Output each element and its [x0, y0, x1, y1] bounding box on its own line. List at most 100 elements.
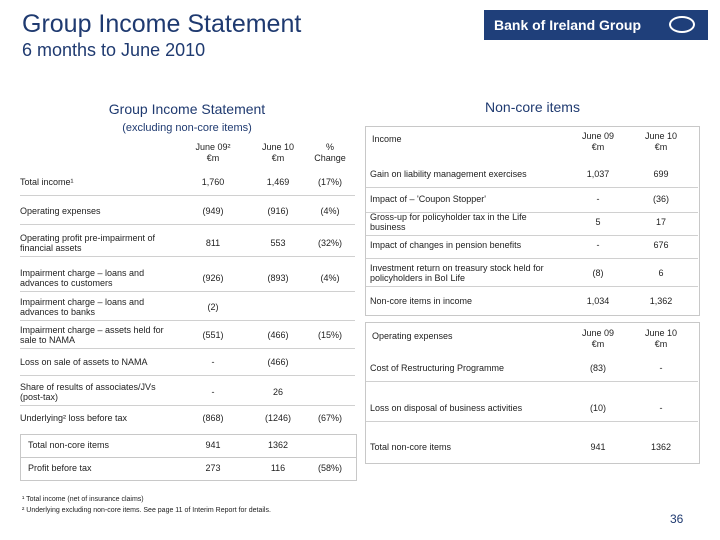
cell: 811 — [205, 238, 221, 248]
column-header: June 10 — [261, 142, 295, 152]
row-label: Loss on disposal of business activities — [370, 403, 523, 413]
row-label: Impairment charge – loans and advances t… — [20, 297, 145, 317]
logo: Bank of Ireland Group — [484, 10, 708, 40]
footnote: ¹ Total income (net of insurance claims) — [22, 496, 144, 503]
cell: 1,469 — [266, 177, 290, 187]
row-rule — [20, 195, 355, 196]
row-rule — [366, 286, 698, 287]
income-box — [365, 126, 700, 316]
row-label: Investment return on treasury stock held… — [370, 263, 544, 283]
row-label: Gain on liability management exercises — [370, 169, 527, 179]
cell: (893) — [267, 273, 289, 283]
cell: 941 — [590, 442, 606, 452]
cell: (32%) — [317, 238, 342, 248]
row-label: Total non-core items — [370, 442, 452, 452]
column-header: Change — [314, 153, 346, 163]
cell: (466) — [267, 330, 289, 340]
cell: 26 — [272, 387, 283, 397]
cell: 116 — [270, 463, 286, 473]
cell: - — [659, 403, 663, 413]
cell: (2) — [207, 302, 219, 312]
cell: (15%) — [317, 330, 342, 340]
row-box — [20, 457, 357, 481]
cell: 941 — [205, 440, 221, 450]
row-label: Impact of changes in pension benefits — [370, 240, 522, 250]
row-label: Non-core items in income — [370, 296, 473, 306]
row-label: Total income¹ — [20, 177, 74, 187]
logo-text: Bank of Ireland Group — [494, 17, 642, 33]
subtitle: 6 months to June 2010 — [22, 40, 206, 60]
cell: (58%) — [317, 463, 342, 473]
cell: (949) — [202, 206, 224, 216]
cell: (10) — [589, 403, 606, 413]
row-label: Underlying² loss before tax — [20, 413, 128, 423]
column-header: June 10 — [644, 131, 678, 141]
row-rule — [20, 405, 355, 406]
row-rule — [20, 291, 355, 292]
row-rule — [20, 256, 355, 257]
row-label: Impairment charge – loans and advances t… — [20, 268, 145, 288]
title: Group Income Statement — [22, 10, 302, 38]
cell: 273 — [205, 463, 221, 473]
cell: - — [659, 363, 663, 373]
column-header: €m — [591, 339, 605, 349]
cell: 17 — [655, 217, 666, 227]
right-title: Non-core items — [485, 99, 580, 115]
cell: (1246) — [264, 413, 291, 423]
footnote: ² Underlying excluding non-core items. S… — [22, 507, 271, 514]
cell: 1,362 — [649, 296, 673, 306]
cell: (466) — [267, 357, 289, 367]
cell: - — [596, 194, 600, 204]
column-header: €m — [271, 153, 285, 163]
cell: (551) — [202, 330, 224, 340]
cell: 1362 — [650, 442, 672, 452]
row-rule — [366, 187, 698, 188]
cell: 553 — [270, 238, 286, 248]
row-rule — [366, 258, 698, 259]
row-rule — [20, 224, 355, 225]
column-header: €m — [654, 339, 668, 349]
cell: (4%) — [320, 206, 340, 216]
cell: 1362 — [267, 440, 289, 450]
row-rule — [366, 212, 698, 213]
column-header: % — [325, 142, 334, 152]
cell: (926) — [202, 273, 224, 283]
cell: (8) — [592, 268, 604, 278]
row-rule — [366, 421, 698, 422]
logo-icon — [669, 16, 695, 33]
cell: (36) — [652, 194, 669, 204]
row-label: Loss on sale of assets to NAMA — [20, 357, 148, 367]
row-rule — [366, 235, 698, 236]
row-label: Total non-core items — [28, 440, 110, 450]
cell: 1,760 — [201, 177, 225, 187]
column-header: €m — [591, 142, 605, 152]
column-header: June 09² — [195, 142, 231, 152]
cell: (916) — [267, 206, 289, 216]
column-header: €m — [654, 142, 668, 152]
cell: - — [596, 240, 600, 250]
column-header: June 09 — [581, 328, 615, 338]
row-rule — [20, 320, 355, 321]
row-label: Profit before tax — [28, 463, 92, 473]
cell: - — [211, 387, 215, 397]
cell: (17%) — [317, 177, 342, 187]
cell: (868) — [202, 413, 224, 423]
row-label: Share of results of associates/JVs (post… — [20, 382, 156, 402]
column-header: June 10 — [644, 328, 678, 338]
row-label: Cost of Restructuring Programme — [370, 363, 505, 373]
column-header: June 09 — [581, 131, 615, 141]
row-label: Gross-up for policyholder tax in the Lif… — [370, 212, 527, 232]
cell: 1,034 — [586, 296, 610, 306]
cell: 699 — [653, 169, 669, 179]
cell: (4%) — [320, 273, 340, 283]
left-title: Group Income Statement — [108, 101, 266, 117]
row-rule — [366, 381, 698, 382]
expenses-box — [365, 322, 700, 464]
cell: 5 — [595, 217, 601, 227]
cell: 6 — [658, 268, 664, 278]
row-label: Operating profit pre-impairment of finan… — [20, 233, 156, 253]
column-header: €m — [206, 153, 220, 163]
column-header: Income — [372, 134, 402, 144]
row-label: Impact of – 'Coupon Stopper' — [370, 194, 487, 204]
